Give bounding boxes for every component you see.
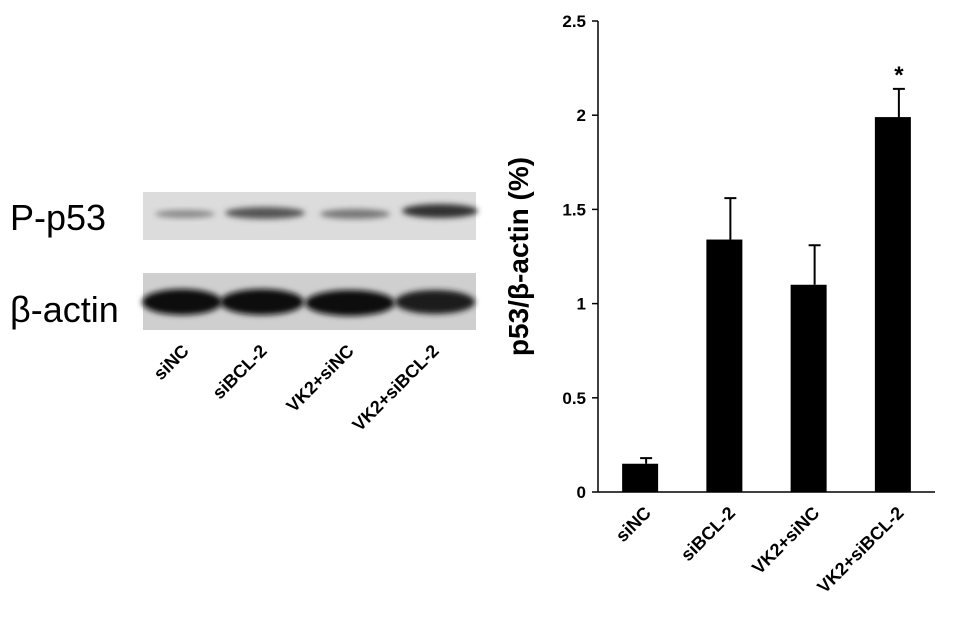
y-tick-label: 2 [577, 106, 586, 125]
blot-actin [142, 273, 476, 330]
y-tick-label: 2.5 [562, 12, 586, 31]
lane-label: siNC [150, 341, 193, 384]
bar [790, 284, 827, 492]
y-tick-label: 1.5 [562, 200, 586, 219]
y-tick-label: 1 [577, 295, 586, 314]
bar [706, 239, 743, 492]
y-axis-label: p53/β-actin (%) [503, 157, 534, 356]
y-tick-label: 0 [577, 483, 586, 502]
error-bar [892, 87, 905, 118]
annotation: * [894, 62, 904, 89]
error-bar [724, 197, 737, 240]
blot-row-label: β-actin [10, 289, 119, 330]
x-tick-label: siBCL-2 [677, 503, 739, 565]
x-tick-label: VK2+siNC [748, 503, 823, 578]
blot-p53 [143, 192, 478, 240]
lane-label: VK2+siNC [282, 341, 357, 416]
blot-row-label: P-p53 [10, 197, 106, 238]
lane-label: VK2+siBCL-2 [348, 341, 442, 435]
lane-label: siBCL-2 [209, 341, 271, 403]
error-bar [640, 457, 653, 464]
bar [874, 117, 911, 493]
x-tick-label: siNC [612, 503, 655, 546]
error-bar [808, 244, 821, 285]
y-tick-label: 0.5 [562, 389, 586, 408]
x-tick-label: VK2+siBCL-2 [813, 503, 907, 597]
bar [622, 463, 659, 492]
